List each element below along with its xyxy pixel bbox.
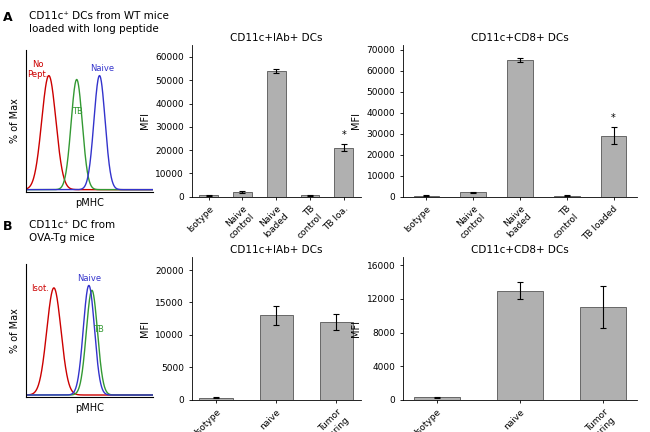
Bar <box>460 192 486 197</box>
Bar <box>413 397 460 400</box>
X-axis label: pMHC: pMHC <box>75 403 104 413</box>
Bar <box>320 322 353 400</box>
Y-axis label: % of Max: % of Max <box>10 308 20 353</box>
Text: loaded with long peptide: loaded with long peptide <box>29 24 159 34</box>
Text: A: A <box>3 11 13 24</box>
Bar <box>507 60 533 197</box>
Bar <box>601 136 627 197</box>
Bar <box>200 397 233 400</box>
Text: CD11c⁺ DCs from WT mice: CD11c⁺ DCs from WT mice <box>29 11 169 21</box>
Bar <box>260 315 292 400</box>
Text: No
Pept.: No Pept. <box>27 60 48 79</box>
Text: CD11c⁺ DC from: CD11c⁺ DC from <box>29 220 116 230</box>
Bar <box>200 195 218 197</box>
Title: CD11c+CD8+ DCs: CD11c+CD8+ DCs <box>471 33 569 43</box>
Text: TB: TB <box>72 107 83 116</box>
Title: CD11c+IAb+ DCs: CD11c+IAb+ DCs <box>230 245 322 255</box>
Text: Isot.: Isot. <box>31 284 49 293</box>
Text: *: * <box>611 114 616 124</box>
Text: Naive: Naive <box>77 274 101 283</box>
Bar <box>233 192 252 197</box>
Bar <box>580 307 627 400</box>
Y-axis label: MFI: MFI <box>351 320 361 337</box>
Y-axis label: MFI: MFI <box>140 112 150 130</box>
Y-axis label: MFI: MFI <box>140 320 150 337</box>
Text: B: B <box>3 220 13 233</box>
Text: Naive: Naive <box>90 64 114 73</box>
Title: CD11c+IAb+ DCs: CD11c+IAb+ DCs <box>230 33 322 43</box>
Bar <box>554 196 580 197</box>
Y-axis label: % of Max: % of Max <box>10 98 20 143</box>
Bar <box>497 291 543 400</box>
X-axis label: pMHC: pMHC <box>75 198 104 208</box>
Text: TB: TB <box>93 325 104 334</box>
Text: *: * <box>341 130 346 140</box>
Bar <box>267 71 285 197</box>
Title: CD11c+CD8+ DCs: CD11c+CD8+ DCs <box>471 245 569 255</box>
Y-axis label: MFI: MFI <box>351 112 361 130</box>
Text: OVA-Tg mice: OVA-Tg mice <box>29 233 95 243</box>
Bar <box>301 195 319 197</box>
Bar <box>413 196 439 197</box>
Bar <box>335 148 353 197</box>
